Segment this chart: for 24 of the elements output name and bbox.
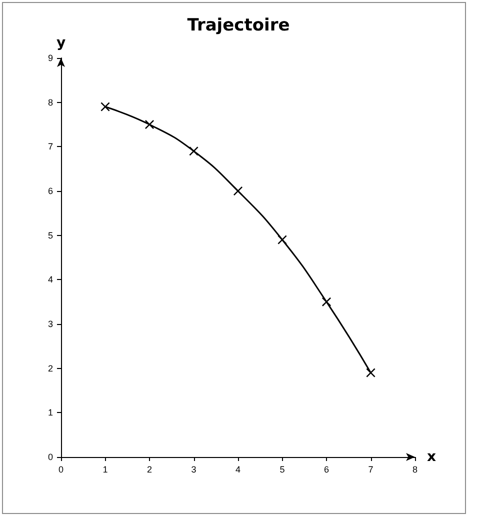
x-tick-label: 0 xyxy=(58,464,64,474)
x-tick-label: 1 xyxy=(102,464,108,474)
y-tick-label: 0 xyxy=(48,452,53,462)
y-tick-label: 1 xyxy=(48,408,53,418)
y-tick-label: 4 xyxy=(48,274,53,285)
chart-title: Trajectoire xyxy=(187,16,290,36)
y-tick-label: 8 xyxy=(48,97,53,108)
x-tick-label: 7 xyxy=(368,464,374,474)
x-tick-label: 4 xyxy=(235,464,241,474)
y-tick-label: 6 xyxy=(48,186,53,196)
point xyxy=(322,297,331,306)
x-tick-label: 3 xyxy=(191,464,196,474)
y-tick-label: 2 xyxy=(48,363,53,374)
y-tick-label: 7 xyxy=(48,142,53,152)
x-tick-label: 8 xyxy=(412,464,418,474)
point xyxy=(189,146,198,156)
y-tick-label: 9 xyxy=(48,53,53,63)
x-tick-label: 6 xyxy=(324,464,330,474)
y-tick-label: 3 xyxy=(48,319,53,329)
x-tick-label: 2 xyxy=(146,464,152,474)
y-tick-label: 5 xyxy=(48,230,53,240)
x-tick-label: 5 xyxy=(280,464,285,474)
y-axis-title: y xyxy=(56,35,66,51)
x-axis-title: x xyxy=(427,449,436,465)
